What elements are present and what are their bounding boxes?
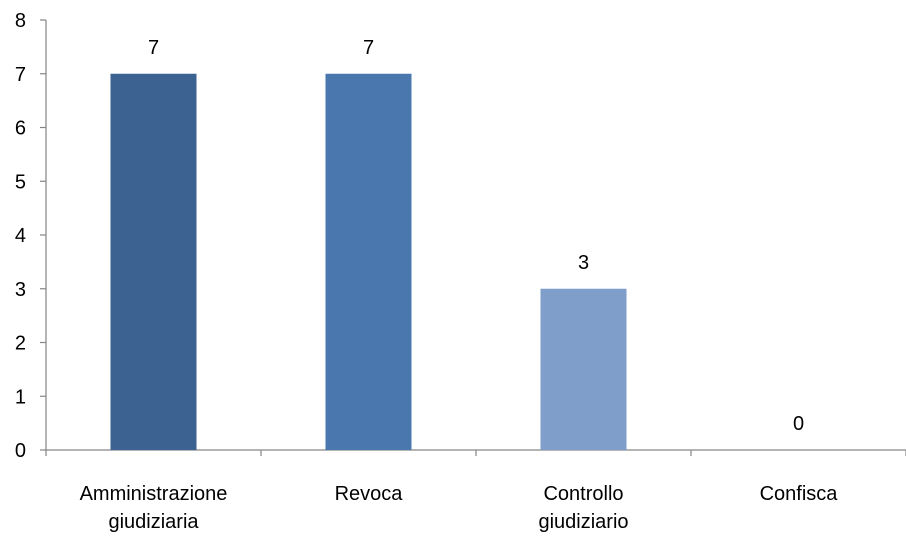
x-tick-label-line: Revoca — [335, 483, 404, 505]
bar — [325, 73, 412, 450]
y-tick-label: 4 — [15, 225, 26, 247]
data-label: 7 — [148, 37, 159, 59]
x-tick-label: Amministrazione giudiziaria — [80, 483, 228, 533]
bars — [110, 73, 627, 450]
y-tick-label: 7 — [15, 64, 26, 86]
y-tick-label: 5 — [15, 171, 26, 193]
tick-labels: 0 1 2 3 4 5 6 7 8 Amministrazione giudiziaria Revoc… — [15, 10, 838, 533]
x-tick-label: Confisca — [760, 483, 839, 505]
x-tick-label-line: giudiziaria — [108, 511, 199, 533]
data-label: 7 — [363, 37, 374, 59]
data-labels: 7 7 3 0 — [148, 37, 804, 435]
x-tick-label: Revoca — [335, 483, 404, 505]
y-tick-label: 2 — [15, 333, 26, 355]
x-tick-label-line: Controllo — [543, 483, 623, 505]
y-tick-label: 3 — [15, 279, 26, 301]
y-tick-label: 8 — [15, 10, 26, 32]
bar — [540, 288, 627, 450]
bar — [110, 73, 197, 450]
x-tick-label-line: giudiziario — [538, 511, 628, 533]
y-tick-label: 0 — [15, 440, 26, 462]
y-tick-label: 1 — [15, 386, 26, 408]
x-tick-label-line: Confisca — [760, 483, 839, 505]
data-label: 3 — [578, 252, 589, 274]
x-tick-label: Controllo giudiziario — [538, 483, 628, 533]
x-tick-label-line: Amministrazione — [80, 483, 228, 505]
data-label: 0 — [793, 413, 804, 435]
y-tick-label: 6 — [15, 118, 26, 140]
